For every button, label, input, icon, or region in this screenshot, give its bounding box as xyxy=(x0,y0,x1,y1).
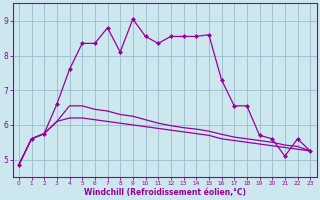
X-axis label: Windchill (Refroidissement éolien,°C): Windchill (Refroidissement éolien,°C) xyxy=(84,188,245,197)
